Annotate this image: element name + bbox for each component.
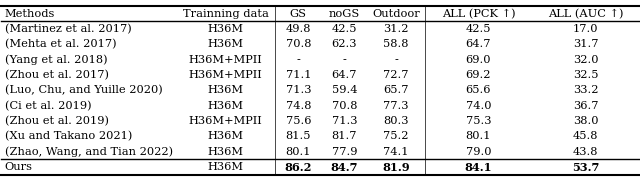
Text: H36M: H36M	[208, 162, 244, 172]
Text: 74.0: 74.0	[466, 101, 491, 111]
Text: 33.2: 33.2	[573, 85, 598, 95]
Text: 71.3: 71.3	[285, 85, 311, 95]
Text: 75.2: 75.2	[383, 131, 409, 141]
Text: H36M: H36M	[208, 85, 244, 95]
Text: 74.8: 74.8	[285, 101, 311, 111]
Text: 74.1: 74.1	[383, 147, 409, 157]
Text: 59.4: 59.4	[332, 85, 357, 95]
Text: 43.8: 43.8	[573, 147, 598, 157]
Text: 75.6: 75.6	[285, 116, 311, 126]
Text: 58.8: 58.8	[383, 39, 409, 49]
Text: Ours: Ours	[4, 162, 33, 172]
Text: 80.1: 80.1	[285, 147, 311, 157]
Text: -: -	[296, 55, 300, 65]
Text: (Zhou et al. 2017): (Zhou et al. 2017)	[4, 70, 109, 80]
Text: (Ci et al. 2019): (Ci et al. 2019)	[4, 101, 91, 111]
Text: H36M: H36M	[208, 39, 244, 49]
Text: H36M+MPII: H36M+MPII	[189, 70, 262, 80]
Text: ALL (PCK ↑): ALL (PCK ↑)	[442, 9, 515, 19]
Text: 70.8: 70.8	[332, 101, 357, 111]
Text: -: -	[394, 55, 398, 65]
Text: (Zhou et al. 2019): (Zhou et al. 2019)	[4, 116, 109, 126]
Text: 70.8: 70.8	[285, 39, 311, 49]
Text: H36M: H36M	[208, 147, 244, 157]
Text: noGS: noGS	[329, 9, 360, 19]
Text: 62.3: 62.3	[332, 39, 357, 49]
Text: Outdoor: Outdoor	[372, 9, 420, 19]
Text: 38.0: 38.0	[573, 116, 598, 126]
Text: 64.7: 64.7	[332, 70, 357, 80]
Text: 32.5: 32.5	[573, 70, 598, 80]
Text: (Yang et al. 2018): (Yang et al. 2018)	[4, 54, 107, 65]
Text: 81.5: 81.5	[285, 131, 311, 141]
Text: 31.2: 31.2	[383, 24, 409, 34]
Text: (Martinez et al. 2017): (Martinez et al. 2017)	[4, 24, 131, 34]
Text: 65.7: 65.7	[383, 85, 409, 95]
Text: (Mehta et al. 2017): (Mehta et al. 2017)	[4, 39, 116, 50]
Text: -: -	[342, 55, 346, 65]
Text: 45.8: 45.8	[573, 131, 598, 141]
Text: 72.7: 72.7	[383, 70, 409, 80]
Text: 31.7: 31.7	[573, 39, 598, 49]
Text: 81.7: 81.7	[332, 131, 357, 141]
Text: 80.1: 80.1	[466, 131, 491, 141]
Text: 77.9: 77.9	[332, 147, 357, 157]
Text: Trainning data: Trainning data	[183, 9, 269, 19]
Text: 64.7: 64.7	[466, 39, 491, 49]
Text: (Xu and Takano 2021): (Xu and Takano 2021)	[4, 131, 132, 142]
Text: 49.8: 49.8	[285, 24, 311, 34]
Text: 71.3: 71.3	[332, 116, 357, 126]
Text: Methods: Methods	[4, 9, 55, 19]
Text: 36.7: 36.7	[573, 101, 598, 111]
Text: 84.1: 84.1	[465, 162, 492, 173]
Text: H36M: H36M	[208, 101, 244, 111]
Text: 79.0: 79.0	[466, 147, 491, 157]
Text: 32.0: 32.0	[573, 55, 598, 65]
Text: H36M+MPII: H36M+MPII	[189, 116, 262, 126]
Text: 17.0: 17.0	[573, 24, 598, 34]
Text: 75.3: 75.3	[466, 116, 491, 126]
Text: H36M: H36M	[208, 24, 244, 34]
Text: (Zhao, Wang, and Tian 2022): (Zhao, Wang, and Tian 2022)	[4, 146, 173, 157]
Text: 77.3: 77.3	[383, 101, 409, 111]
Text: 86.2: 86.2	[285, 162, 312, 173]
Text: 71.1: 71.1	[285, 70, 311, 80]
Text: 69.0: 69.0	[466, 55, 491, 65]
Text: 65.6: 65.6	[466, 85, 491, 95]
Text: H36M+MPII: H36M+MPII	[189, 55, 262, 65]
Text: 81.9: 81.9	[382, 162, 410, 173]
Text: 80.3: 80.3	[383, 116, 409, 126]
Text: 69.2: 69.2	[466, 70, 491, 80]
Text: 84.7: 84.7	[330, 162, 358, 173]
Text: H36M: H36M	[208, 131, 244, 141]
Text: 42.5: 42.5	[332, 24, 357, 34]
Text: GS: GS	[290, 9, 307, 19]
Text: (Luo, Chu, and Yuille 2020): (Luo, Chu, and Yuille 2020)	[4, 85, 163, 96]
Text: 42.5: 42.5	[466, 24, 491, 34]
Text: ALL (AUC ↑): ALL (AUC ↑)	[548, 9, 623, 19]
Text: 53.7: 53.7	[572, 162, 599, 173]
